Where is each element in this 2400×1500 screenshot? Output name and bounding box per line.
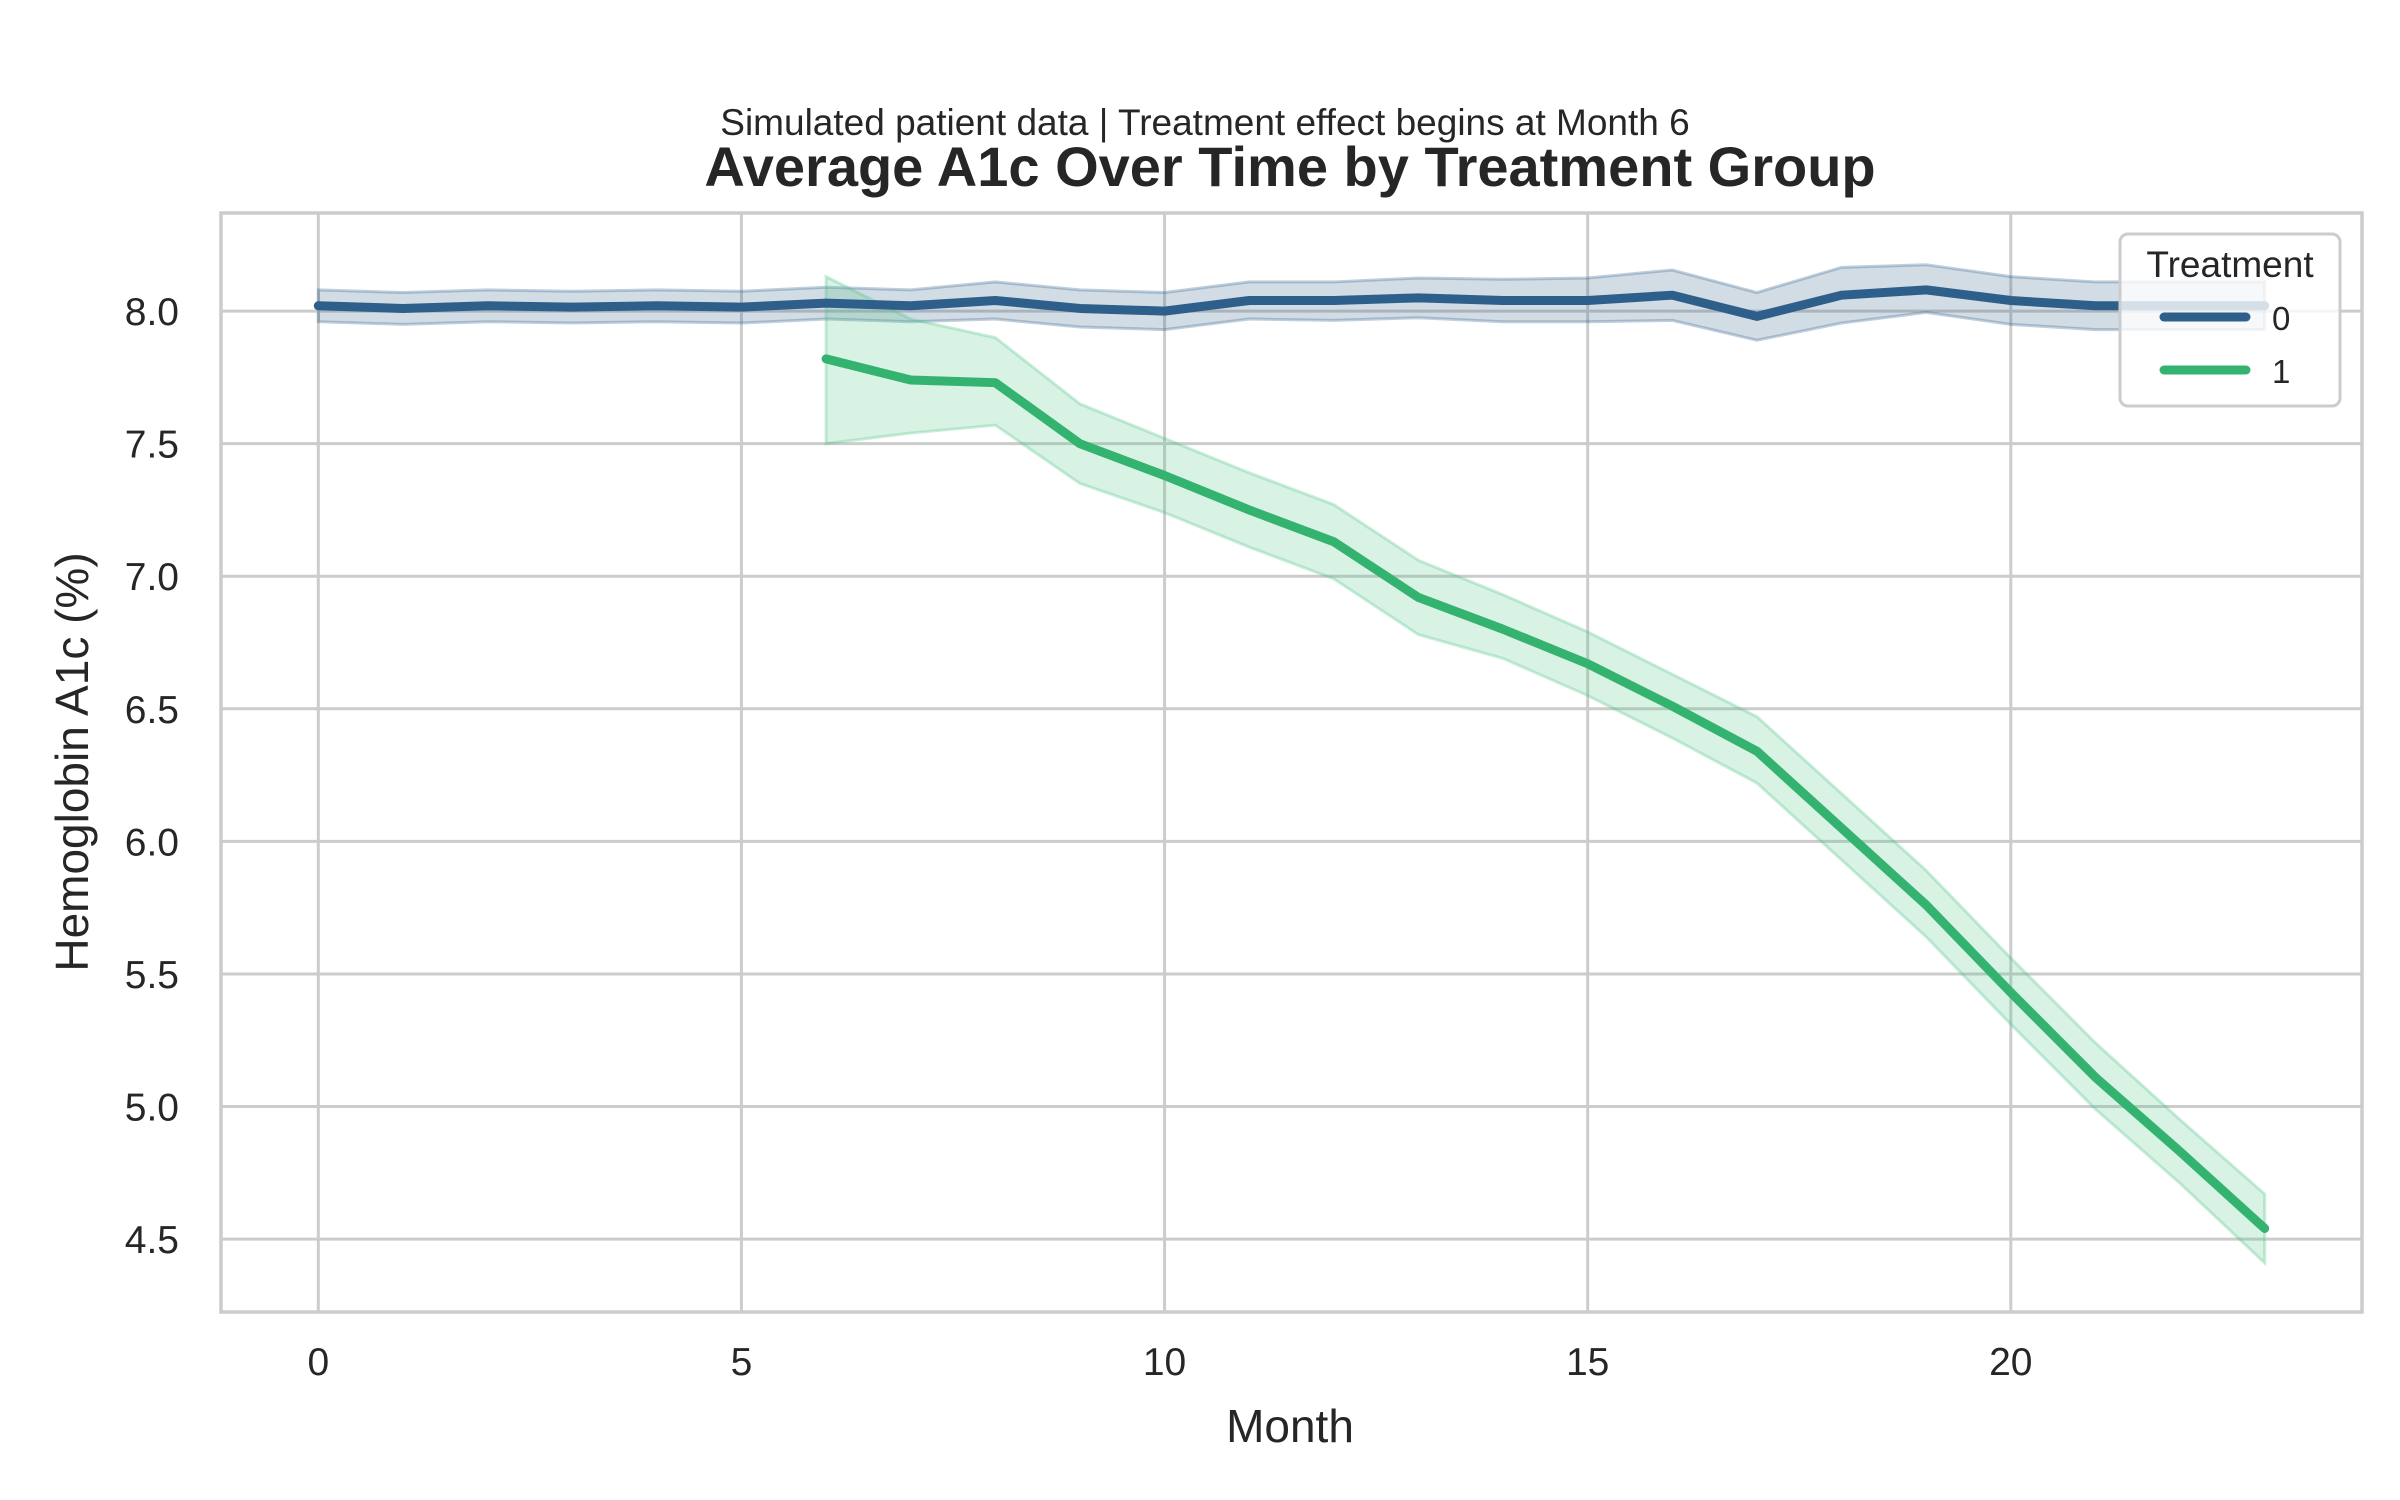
x-axis-label: Month bbox=[1226, 1400, 1354, 1452]
y-tick-label: 7.5 bbox=[125, 424, 179, 467]
confidence-bands bbox=[316, 263, 2267, 1267]
chart-title: Average A1c Over Time by Treatment Group bbox=[704, 135, 1875, 198]
line-series-0 bbox=[313, 285, 2270, 321]
y-tick-label: 5.5 bbox=[125, 954, 179, 997]
y-tick-label: 5.0 bbox=[125, 1087, 179, 1130]
series-lines bbox=[313, 285, 2270, 1233]
y-axis-ticks: 4.5 5.0 5.5 6.0 6.5 7.0 7.5 8.0 bbox=[125, 291, 179, 1262]
x-tick-label: 20 bbox=[1989, 1341, 2032, 1384]
y-tick-label: 8.0 bbox=[125, 291, 179, 334]
legend-title: Treatment bbox=[2146, 244, 2314, 285]
y-tick-label: 6.0 bbox=[125, 821, 179, 864]
chart-subtitle: Simulated patient data | Treatment effec… bbox=[720, 102, 1689, 143]
ci-band-series-1 bbox=[824, 274, 2267, 1267]
x-tick-label: 15 bbox=[1566, 1341, 1609, 1384]
line-series-1 bbox=[821, 354, 2270, 1233]
y-axis-label: Hemoglobin A1c (%) bbox=[46, 552, 98, 971]
y-tick-label: 7.0 bbox=[125, 556, 179, 599]
y-tick-label: 4.5 bbox=[125, 1219, 179, 1262]
x-tick-label: 5 bbox=[731, 1341, 753, 1384]
x-axis-ticks: 0 5 10 15 20 bbox=[307, 1341, 2032, 1384]
x-tick-label: 10 bbox=[1143, 1341, 1186, 1384]
x-tick-label: 0 bbox=[307, 1341, 329, 1384]
y-tick-label: 6.5 bbox=[125, 689, 179, 732]
legend: Treatment 0 1 bbox=[2118, 232, 2342, 408]
plot-frame bbox=[219, 211, 2364, 1314]
grid-lines bbox=[221, 213, 2362, 1312]
legend-label-series-0: 0 bbox=[2272, 300, 2290, 337]
legend-label-series-1: 1 bbox=[2272, 353, 2290, 390]
